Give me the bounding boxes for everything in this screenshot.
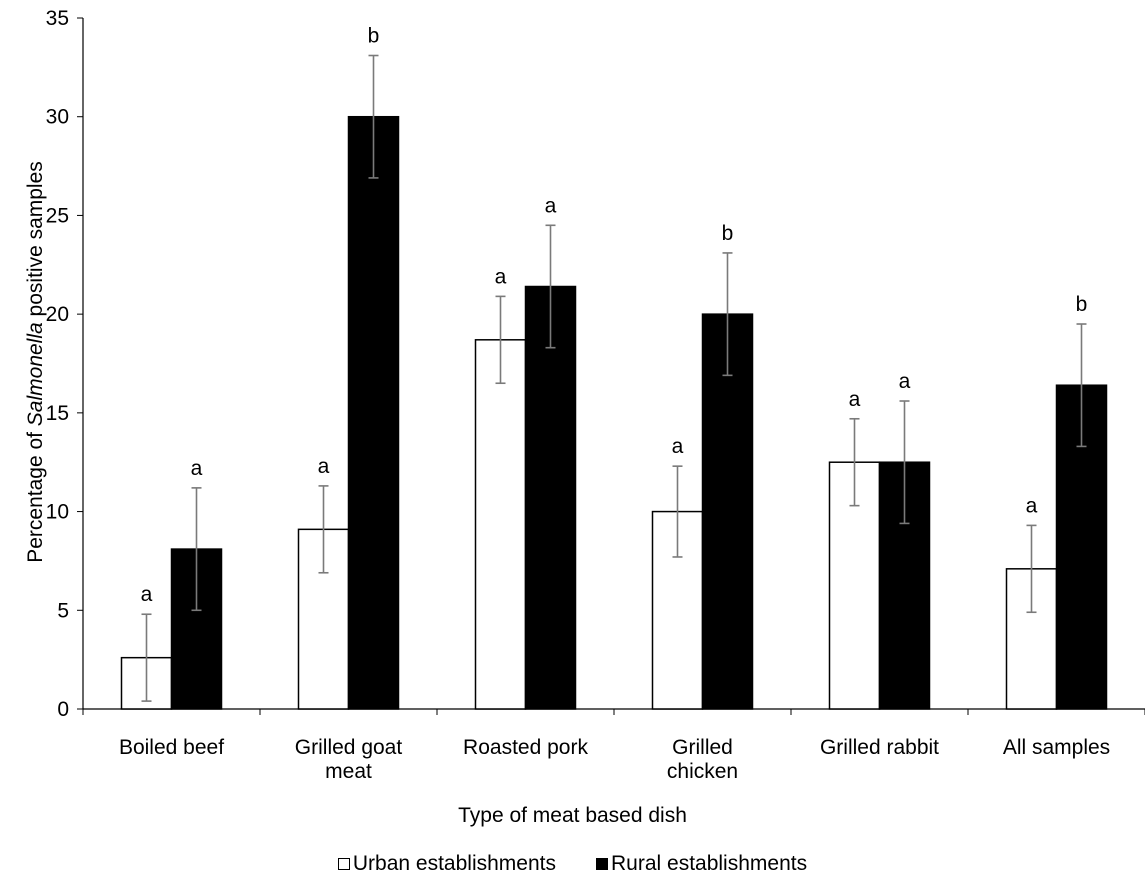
significance-letter: b: [722, 222, 734, 245]
y-axis-label-part-3: positive samples: [24, 161, 47, 323]
legend-swatch-rural: [596, 858, 608, 870]
significance-letter: a: [1026, 494, 1038, 517]
y-tick-label: 30: [46, 106, 69, 129]
y-tick-label: 5: [57, 599, 69, 622]
legend: Urban establishments Rural establishment…: [0, 852, 1145, 876]
significance-letter: a: [141, 583, 153, 606]
significance-letter: a: [191, 457, 203, 480]
x-tick-label-line: Grilled goat: [295, 736, 403, 759]
y-tick-label: 35: [46, 7, 69, 30]
y-tick-label: 10: [46, 501, 69, 524]
significance-letter: a: [899, 370, 911, 393]
x-tick-label: All samples: [1003, 736, 1110, 759]
significance-letter: a: [672, 435, 684, 458]
bar-chart: 0 5 10 15 20 25 30 35 a a Boiled beef a b Grilled goa…: [46, 7, 1145, 783]
bar-rural: [524, 285, 577, 710]
x-tick-label-line: Grilled rabbit: [820, 736, 939, 759]
significance-letter: b: [368, 25, 380, 48]
significance-letter: a: [495, 265, 507, 288]
y-axis-label-part-1: Percentage of: [24, 426, 47, 563]
y-axis-label-part-2: Salmonella: [24, 322, 47, 427]
bar-urban: [474, 339, 527, 710]
x-tick-label: Roasted pork: [463, 736, 588, 759]
x-tick-label: Grilled chicken: [667, 736, 738, 783]
x-tick-label-line: All samples: [1003, 736, 1110, 759]
x-tick-label-line: meat: [325, 760, 372, 783]
significance-letter: b: [1076, 293, 1088, 316]
x-axis-label: Type of meat based dish: [458, 804, 687, 827]
significance-letter: a: [318, 455, 330, 478]
bar-rural: [347, 115, 400, 710]
significance-letter: a: [849, 388, 861, 411]
x-tick-label-line: Roasted pork: [463, 736, 588, 759]
legend-item-urban: Urban establishments: [337, 852, 556, 876]
legend-swatch-urban: [337, 858, 350, 870]
y-axis-label: Percentage of Salmonella positive sample…: [24, 161, 48, 563]
bar-rural: [701, 313, 754, 710]
legend-item-rural: Rural establishments: [596, 852, 807, 876]
y-tick-label: 15: [46, 402, 69, 425]
x-tick-label: Grilled goat meat: [295, 736, 403, 783]
y-tick-label: 0: [57, 698, 69, 721]
x-tick-label: Boiled beef: [119, 736, 224, 759]
x-tick-label-line: chicken: [667, 760, 738, 783]
y-tick-label: 20: [46, 303, 69, 326]
y-tick-label: 25: [46, 204, 69, 227]
x-tick-label: Grilled rabbit: [820, 736, 939, 759]
legend-label-rural: Rural establishments: [611, 852, 808, 875]
legend-label-urban: Urban establishments: [352, 852, 556, 875]
significance-letter: a: [545, 194, 557, 217]
x-tick-label-line: Grilled: [672, 736, 733, 759]
x-tick-label-line: Boiled beef: [119, 736, 224, 759]
